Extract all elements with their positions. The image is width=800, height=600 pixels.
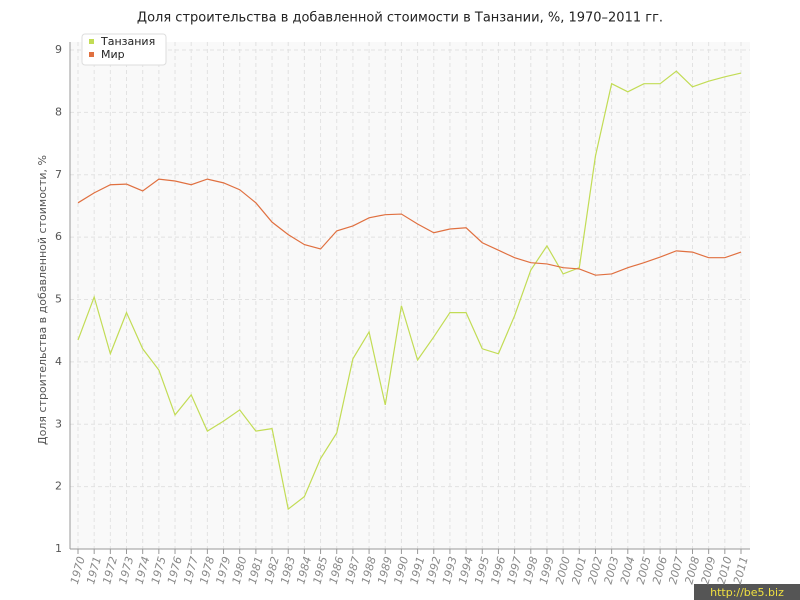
plot-background (70, 42, 750, 549)
series-line (77, 70, 742, 511)
y-tick-label: 5 (55, 293, 62, 306)
y-tick-label: 7 (55, 168, 62, 181)
series-line (77, 178, 742, 276)
legend-box (81, 33, 167, 66)
legend-swatch (89, 39, 94, 44)
y-axis-label: Доля строительства в добавленной стоимос… (36, 155, 49, 445)
legend-swatch (89, 52, 94, 57)
chart-title: Доля строительства в добавленной стоимос… (137, 11, 663, 26)
legend-label: Танзания (100, 35, 155, 48)
y-tick-label: 1 (55, 542, 62, 555)
y-tick-label: 3 (55, 417, 62, 430)
grid (70, 42, 750, 550)
lines (77, 70, 742, 511)
legend-label: Мир (101, 48, 125, 61)
y-tick-label: 8 (55, 105, 62, 118)
y-tick-label: 4 (55, 355, 62, 368)
y-tick-label: 2 (55, 480, 62, 493)
y-tick-label: 9 (55, 43, 62, 56)
watermark: http://be5.biz (710, 586, 784, 599)
y-tick-label: 6 (55, 230, 62, 243)
watermark-bg (694, 584, 800, 600)
